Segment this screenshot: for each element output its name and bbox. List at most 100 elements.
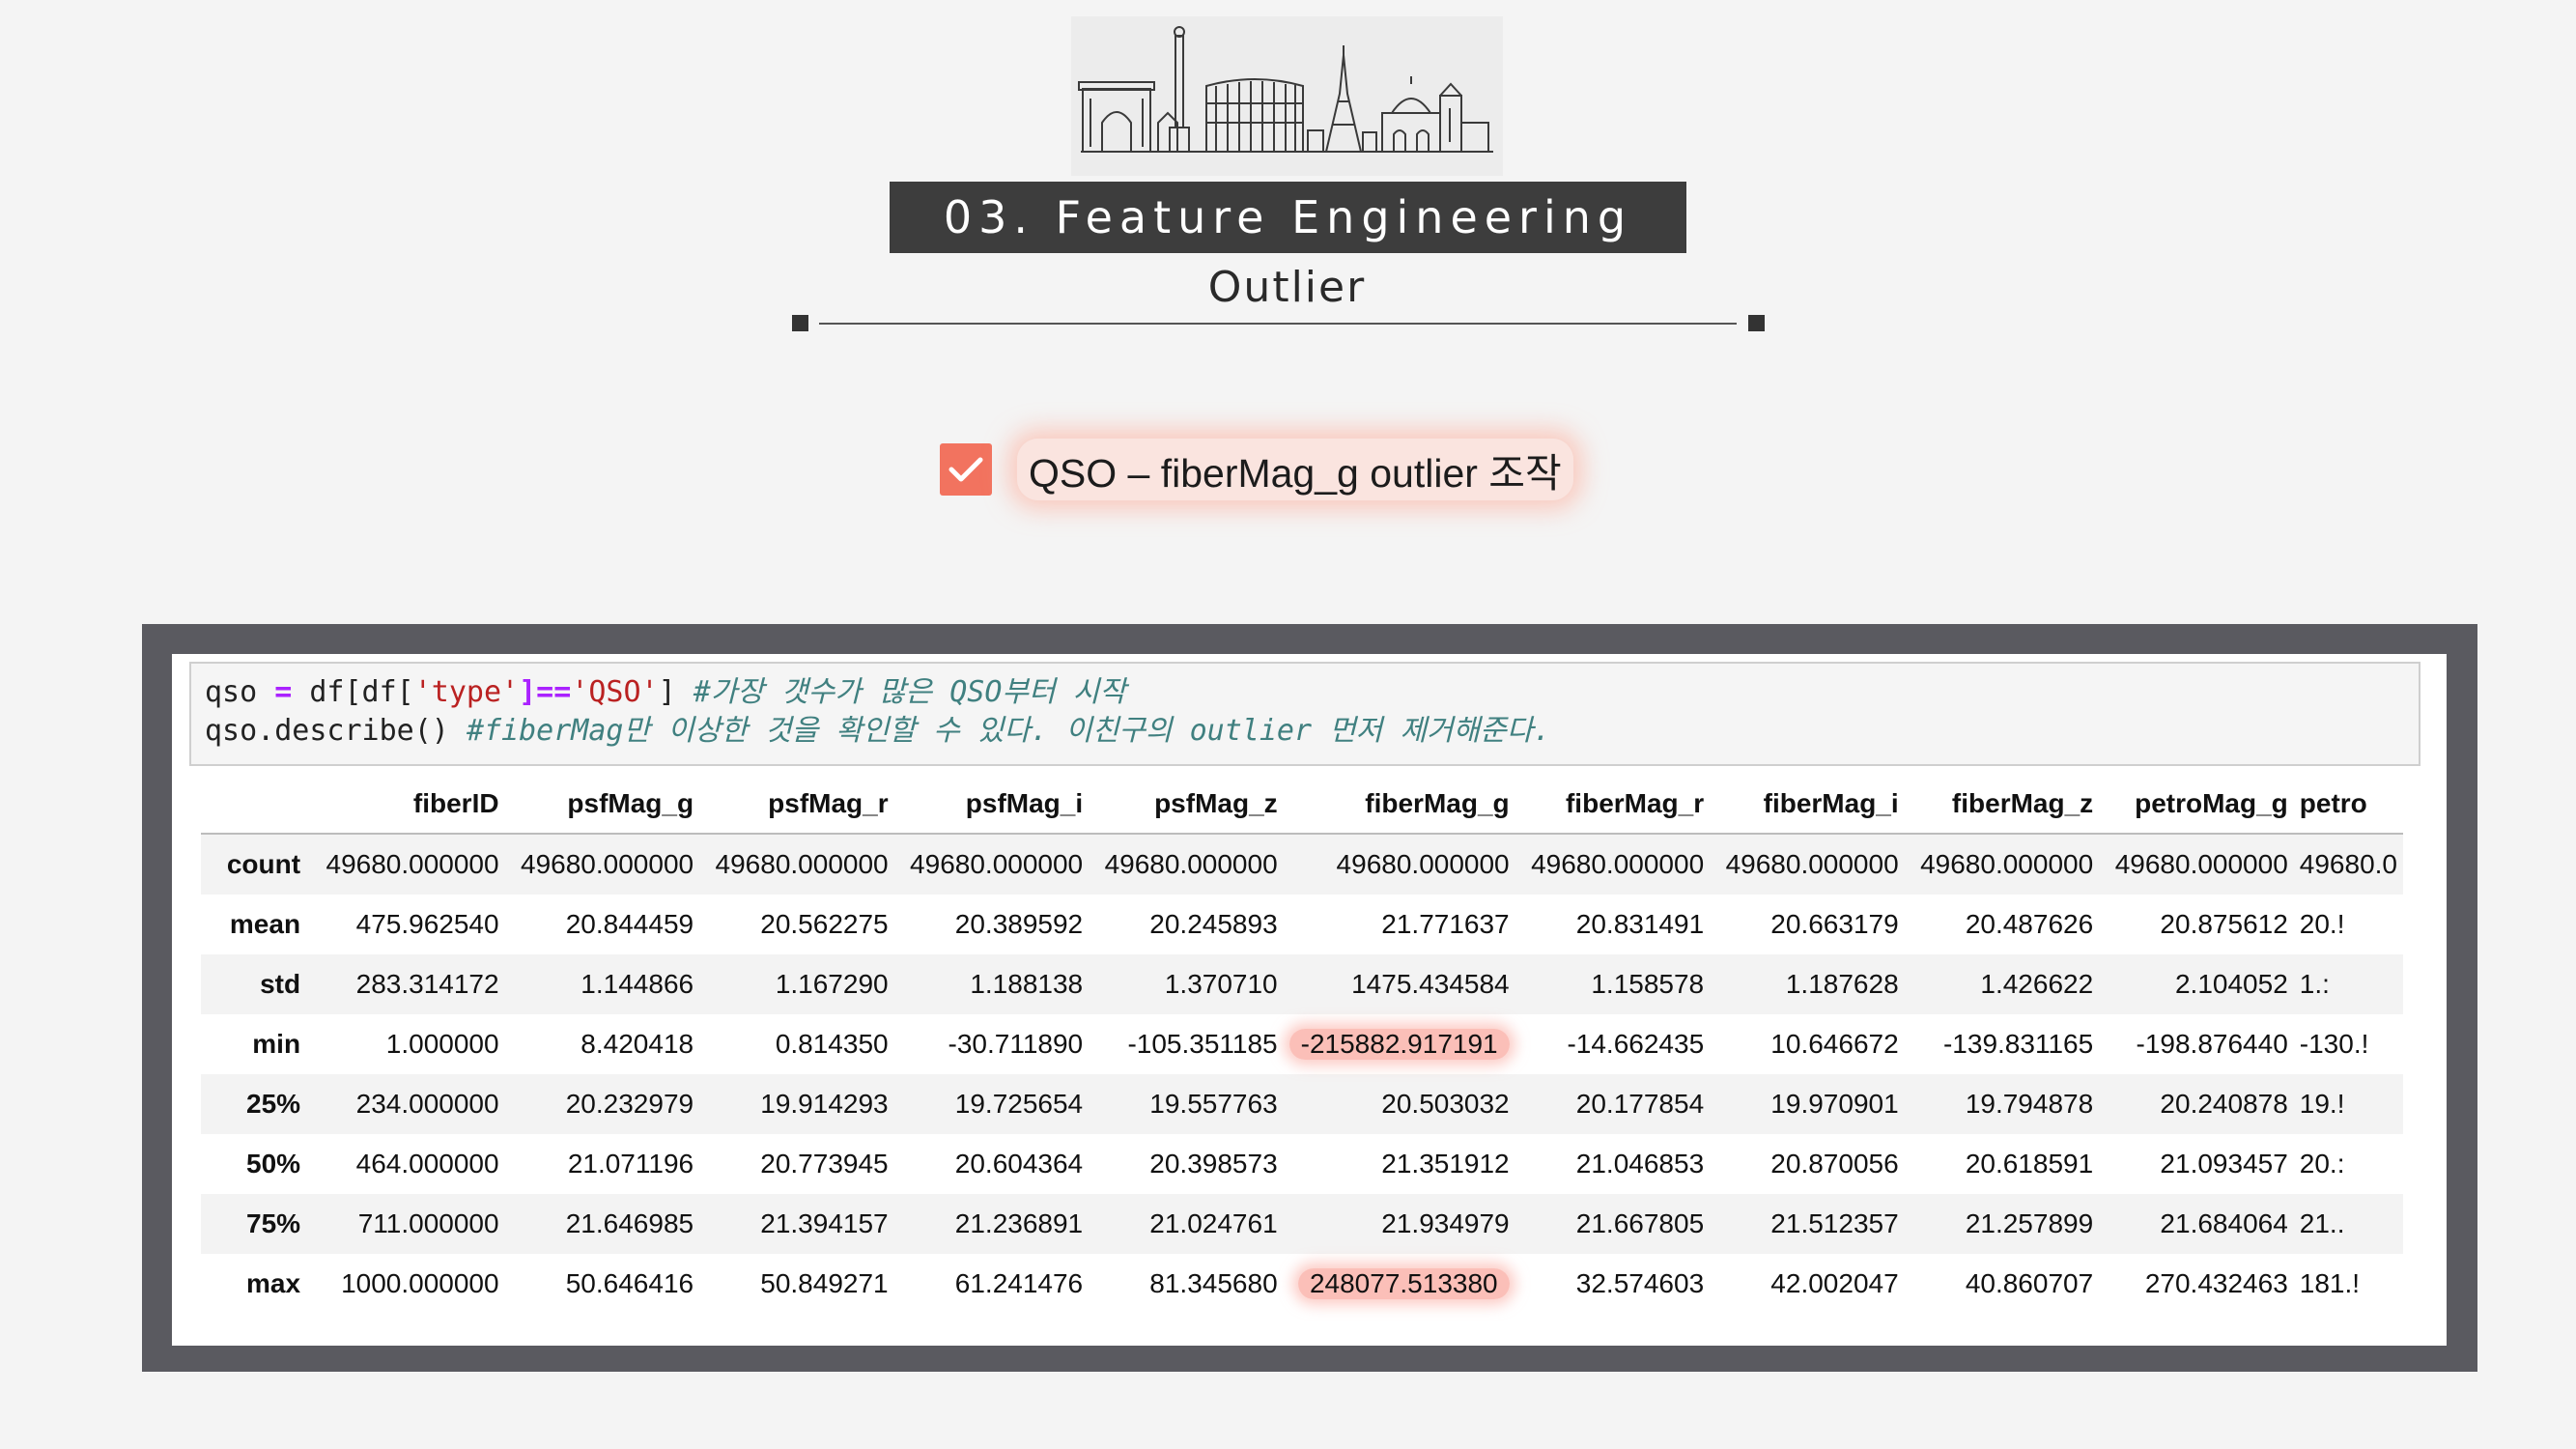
table-cell: 49680.000000 xyxy=(910,849,1084,879)
table-cell: 21.351912 xyxy=(1381,1149,1510,1179)
describe-table: fiberID psfMag_g psfMag_r psfMag_i psfMa… xyxy=(201,775,2403,1314)
table-cell: 20.773945 xyxy=(760,1149,889,1179)
table-cell: 49680.000000 xyxy=(1920,849,2094,879)
column-header: fiberID xyxy=(310,775,505,835)
table-cell: -198.876440 xyxy=(2136,1029,2288,1059)
code-token: ]== xyxy=(519,675,572,709)
code-token: qso xyxy=(205,675,258,709)
table-cell: -139.831165 xyxy=(1942,1029,2094,1059)
slide-title: 03. Feature Engineering xyxy=(943,191,1633,243)
section-heading-label: QSO – fiberMag_g outlier 조작 xyxy=(1017,439,1573,500)
code-line-1: qso = df[df['type']=='QSO'] #가장 갯수가 많은 Q… xyxy=(205,673,2405,712)
table-cell: -105.351185 xyxy=(1127,1029,1278,1059)
table-cell: 1.187628 xyxy=(1785,969,1899,999)
table-cell: 21.934979 xyxy=(1381,1208,1510,1238)
code-line-2: qso.describe() #fiberMag만 이상한 것을 확인할 수 있… xyxy=(205,712,2405,751)
table-cell: 49680.000000 xyxy=(1531,849,1705,879)
table-cell: 40.860707 xyxy=(1965,1268,2094,1298)
table-cell: 20.: xyxy=(2299,1149,2345,1179)
column-header: petroMag_g xyxy=(2099,775,2294,835)
row-label: min xyxy=(252,1029,301,1059)
check-icon xyxy=(948,457,983,482)
table-cell: 270.432463 xyxy=(2144,1268,2288,1298)
table-cell: 248077.513380 xyxy=(1284,1254,1515,1314)
section-heading: QSO – fiberMag_g outlier 조작 xyxy=(940,439,1573,500)
table-cell: 1.426622 xyxy=(1980,969,2094,999)
table-cell: 49680.000000 xyxy=(1336,849,1510,879)
table-cell: 20.870056 xyxy=(1770,1149,1899,1179)
table-cell: 20.831491 xyxy=(1575,909,1705,939)
divider-left-cap xyxy=(792,315,808,331)
table-cell: 42.002047 xyxy=(1770,1268,1899,1298)
code-comment: #fiberMag만 이상한 것을 확인할 수 있다. 이친구의 outlier… xyxy=(466,714,1551,748)
table-row: mean 475.962540 20.844459 20.562275 20.38959… xyxy=(201,895,2403,954)
table-cell: 19.725654 xyxy=(954,1089,1084,1119)
row-label: mean xyxy=(229,909,301,939)
column-header: psfMag_i xyxy=(893,775,1090,835)
checkbox xyxy=(940,443,992,496)
table-cell: -14.662435 xyxy=(1567,1029,1705,1059)
table-cell: 20.844459 xyxy=(565,909,694,939)
table-cell: 49680.000000 xyxy=(521,849,694,879)
table-cell: 19.! xyxy=(2299,1089,2345,1119)
header-skyline-image xyxy=(1071,16,1503,176)
table-cell: 21.071196 xyxy=(567,1149,694,1179)
table-cell: 19.794878 xyxy=(1965,1089,2094,1119)
column-header: psfMag_g xyxy=(504,775,700,835)
table-cell: 49680.000000 xyxy=(2114,849,2288,879)
slide-subtitle: Outlier xyxy=(1207,263,1367,312)
table-row: 50% 464.000000 21.071196 20.773945 20.604364… xyxy=(201,1134,2403,1194)
table-cell: 20.398573 xyxy=(1149,1149,1278,1179)
table-cell: 81.345680 xyxy=(1149,1268,1278,1298)
table-cell: 20.875612 xyxy=(2160,909,2288,939)
table-row: 25% 234.000000 20.232979 19.914293 19.725654… xyxy=(201,1074,2403,1134)
table-cell: 49680.000000 xyxy=(326,849,499,879)
table-cell: 10.646672 xyxy=(1770,1029,1899,1059)
table-cell: 1000.000000 xyxy=(341,1268,499,1298)
table-row: std 283.314172 1.144866 1.167290 1.188138 1.3… xyxy=(201,954,2403,1014)
row-label: 25% xyxy=(246,1089,301,1119)
table-cell: 21.684064 xyxy=(2160,1208,2288,1238)
table-cell: 20.503032 xyxy=(1381,1089,1510,1119)
table-cell: 283.314172 xyxy=(355,969,499,999)
skyline-landmarks-icon xyxy=(1078,26,1493,153)
table-cell: 21.394157 xyxy=(760,1208,889,1238)
code-string: 'QSO' xyxy=(571,675,659,709)
row-label: 75% xyxy=(246,1208,301,1238)
table-cell: -130.! xyxy=(2299,1029,2369,1059)
table-cell: 464.000000 xyxy=(355,1149,499,1179)
code-token: qso.describe() xyxy=(205,714,449,748)
table-cell: 20.240878 xyxy=(2160,1089,2288,1119)
row-label: 50% xyxy=(246,1149,301,1179)
table-cell: 21.093457 xyxy=(2160,1149,2288,1179)
column-header: fiberMag_g xyxy=(1283,775,1515,835)
table-cell: 20.663179 xyxy=(1770,909,1899,939)
table-row: min 1.000000 8.420418 0.814350 -30.711890 -10… xyxy=(201,1014,2403,1074)
table-cell: 0.814350 xyxy=(775,1029,889,1059)
code-token: ] xyxy=(658,675,676,709)
table-row: max 1000.000000 50.646416 50.849271 61.24147… xyxy=(201,1254,2403,1314)
table-cell: 181.! xyxy=(2299,1268,2361,1298)
table-cell: 1.144866 xyxy=(580,969,694,999)
column-header xyxy=(201,775,311,835)
table-cell: 19.914293 xyxy=(760,1089,889,1119)
table-cell: 50.849271 xyxy=(760,1268,889,1298)
highlighted-outlier-value: -215882.917191 xyxy=(1288,1029,1510,1060)
column-header: fiberMag_r xyxy=(1514,775,1711,835)
table-cell: 49680.0 xyxy=(2299,849,2397,879)
table-cell: 2.104052 xyxy=(2174,969,2288,999)
table-cell: 1.370710 xyxy=(1164,969,1278,999)
table-cell: 1.158578 xyxy=(1591,969,1705,999)
table-row: 75% 711.000000 21.646985 21.394157 21.236891… xyxy=(201,1194,2403,1254)
column-header: fiberMag_z xyxy=(1904,775,2100,835)
table-cell: 1.: xyxy=(2299,969,2330,999)
table-cell: 21.024761 xyxy=(1149,1208,1278,1238)
table-cell: 20.232979 xyxy=(565,1089,694,1119)
divider-right-cap xyxy=(1748,315,1765,331)
table-cell: 19.970901 xyxy=(1770,1089,1899,1119)
table-cell: 21.. xyxy=(2299,1208,2345,1238)
table-cell: 475.962540 xyxy=(355,909,499,939)
table-cell: 21.512357 xyxy=(1770,1208,1899,1238)
code-cell: qso = df[df['type']=='QSO'] #가장 갯수가 많은 Q… xyxy=(189,662,2420,766)
table-cell: 49680.000000 xyxy=(715,849,889,879)
